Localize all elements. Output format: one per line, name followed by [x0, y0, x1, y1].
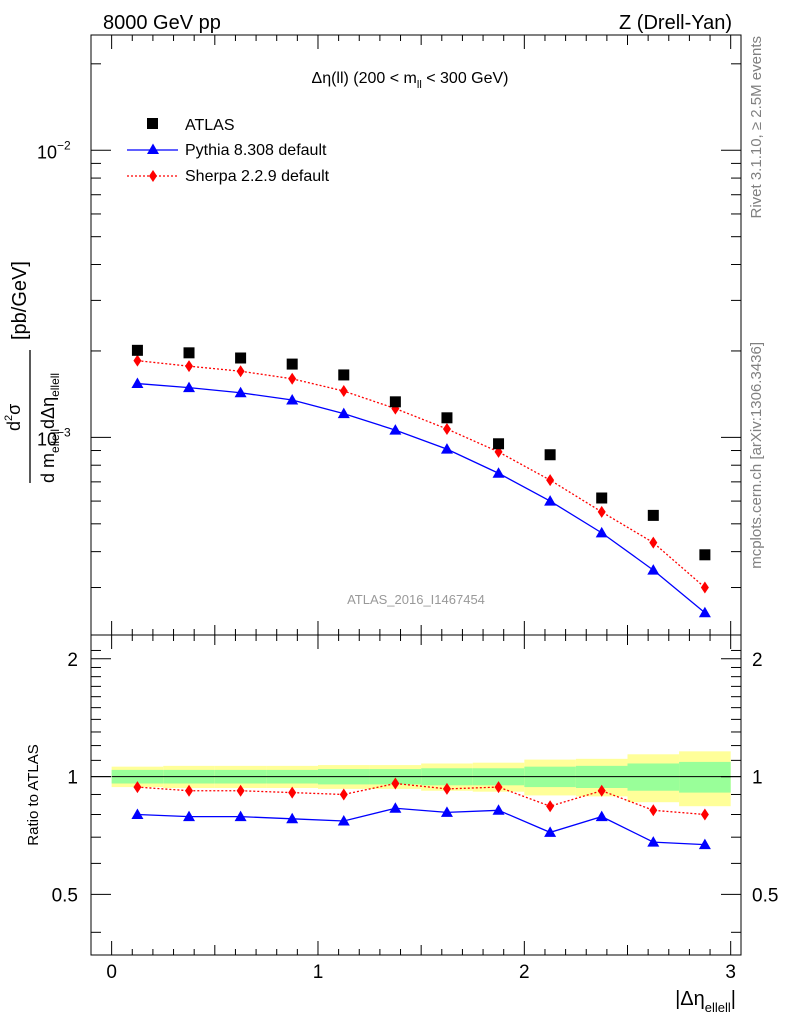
legend-label-sherpa: Sherpa 2.2.9 default	[185, 168, 330, 185]
pythia-ratio-line	[137, 807, 705, 846]
sherpa-ratio-point	[700, 808, 709, 821]
legend-label-pythia: Pythia 8.308 default	[185, 142, 327, 159]
atlas-point	[699, 549, 711, 561]
sherpa-line	[137, 360, 706, 589]
sherpa-point	[442, 422, 451, 435]
ratio-y-tick-label-left: 0.5	[52, 885, 78, 906]
sherpa-ratio-line	[137, 782, 705, 816]
sherpa-ratio-point	[288, 786, 297, 799]
pythia-ratio-point	[647, 836, 660, 847]
svg-text:d2σ: d2σ	[3, 404, 24, 431]
pythia-point	[389, 424, 402, 435]
legend-label-atlas: ATLAS	[185, 117, 235, 134]
sherpa-ratio-point	[236, 784, 245, 797]
pythia-ratio-point	[595, 810, 608, 822]
sherpa-point	[649, 536, 658, 549]
pythia-point	[183, 381, 196, 393]
pythia-ratio-point	[698, 838, 711, 850]
atlas-point	[596, 492, 608, 504]
process-label: Z (Drell-Yan)	[619, 12, 732, 34]
sherpa-ratio-point	[133, 781, 142, 794]
pythia-point	[698, 606, 711, 618]
ratio-y-tick-label-left: 1	[67, 768, 78, 789]
atlas-point	[544, 449, 556, 461]
pythia-ratio-point	[389, 802, 402, 813]
pythia-ratio-point	[544, 826, 557, 837]
x-tick-label: 2	[519, 962, 530, 983]
atlas-point	[131, 344, 143, 356]
x-axis-label: |Δηellell|	[675, 988, 736, 1015]
sherpa-ratio-point	[494, 781, 503, 794]
pythia-ratio-point	[286, 812, 299, 824]
pythia-point	[544, 495, 557, 506]
atlas-point	[338, 369, 350, 381]
sherpa-ratio-point	[546, 800, 555, 813]
sherpa-ratio-point	[442, 782, 451, 795]
pythia-ratio-point	[131, 808, 144, 819]
ratio-y-tick-label-right: 0.5	[752, 885, 778, 906]
legend-marker-sherpa	[149, 170, 157, 182]
legend-marker-pythia	[147, 143, 159, 154]
ratio-y-tick-label-right: 2	[752, 650, 763, 671]
ratio-frame	[90, 634, 742, 956]
atlas-point	[389, 396, 401, 408]
atlas-point	[647, 509, 659, 521]
mcplots-label: mcplots.cern.ch [arXiv:1306.3436]	[748, 342, 765, 569]
pythia-ratio-point	[440, 806, 453, 817]
legend-marker-atlas	[147, 118, 158, 129]
pythia-point	[595, 526, 608, 538]
sherpa-point	[700, 581, 709, 594]
ratio-y-axis-label: Ratio to ATLAS	[25, 744, 42, 845]
atlas-point	[183, 347, 195, 359]
pythia-ratio-point	[234, 810, 247, 822]
pythia-ratio-point	[492, 804, 505, 815]
pythia-point	[337, 407, 350, 419]
pythia-point	[647, 564, 660, 575]
sherpa-point	[546, 474, 555, 487]
energy-label: 8000 GeV pp	[103, 12, 221, 34]
rivet-label: Rivet 3.1.10, ≥ 2.5M events	[748, 36, 765, 219]
pythia-ratio-point	[337, 814, 350, 826]
pythia-point	[492, 467, 505, 478]
sherpa-point	[288, 372, 297, 385]
atlas-point	[286, 358, 298, 370]
uncertainty-band-inner	[627, 763, 680, 791]
pythia-line	[137, 382, 706, 614]
sherpa-point	[185, 360, 194, 373]
sherpa-point	[597, 505, 606, 518]
atlas-point	[235, 352, 247, 364]
pythia-point	[131, 377, 144, 389]
ratio-panel: 0.5 0.5 1 1 2 2 Ratio to ATLAS 0 1 2 3 |Δηellell…	[25, 634, 778, 1015]
x-tick-label: 0	[106, 962, 117, 983]
x-tick-label: 1	[313, 962, 324, 983]
ratio-y-tick-label-right: 1	[752, 768, 763, 789]
sherpa-ratio-point	[649, 804, 658, 817]
atlas-point	[441, 412, 453, 424]
atlas-point	[493, 438, 505, 450]
sherpa-point	[133, 354, 142, 367]
main-plot-title: Δη(ll) (200 < mll < 300 GeV)	[312, 70, 509, 91]
main-y-axis-label: d2σ d mellelldΔηellell [pb/GeV]	[3, 261, 62, 483]
pythia-point	[286, 393, 299, 405]
main-y-tick-label: 10−2	[37, 138, 71, 162]
sherpa-point	[236, 365, 245, 378]
analysis-id-label: ATLAS_2016_I1467454	[347, 592, 485, 607]
sherpa-ratio-point	[339, 788, 348, 801]
ratio-y-tick-label-left: 2	[67, 650, 78, 671]
x-tick-label: 3	[725, 962, 736, 983]
svg-text:[pb/GeV]: [pb/GeV]	[9, 261, 31, 340]
pythia-point	[234, 386, 247, 398]
legend: ATLAS Pythia 8.308 default Sherpa 2.2.9 …	[127, 117, 330, 185]
main-panel: 10−310−2 Δη(ll) (200 < mll < 300 GeV) AT…	[3, 34, 742, 636]
sherpa-ratio-point	[391, 777, 400, 790]
pythia-point	[440, 443, 453, 454]
sherpa-point	[339, 385, 348, 398]
pythia-ratio-point	[183, 810, 196, 822]
sherpa-ratio-point	[597, 784, 606, 797]
sherpa-ratio-point	[185, 784, 194, 797]
uncertainty-band-inner	[679, 761, 731, 793]
